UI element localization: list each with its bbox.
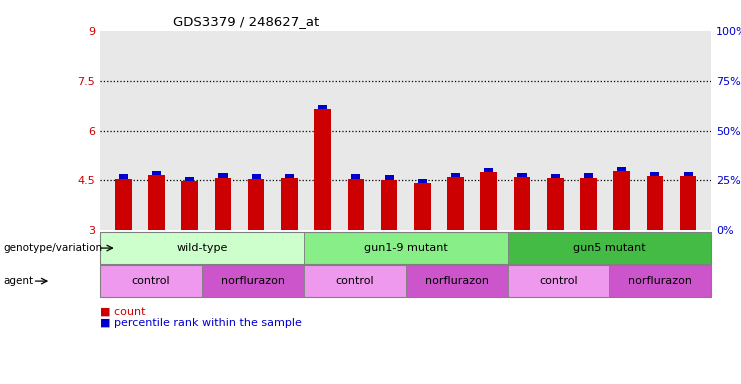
Text: agent: agent [4,276,34,286]
Bar [414,183,431,230]
Text: genotype/variation: genotype/variation [4,243,103,253]
Bar [679,177,697,230]
Bar [318,104,328,109]
Bar [584,174,593,178]
Bar [517,173,527,177]
Bar [219,174,227,178]
Bar [683,172,693,177]
Text: norflurazon: norflurazon [425,276,488,286]
Text: GDS3379 / 248627_at: GDS3379 / 248627_at [173,15,319,28]
Text: gun5 mutant: gun5 mutant [573,243,646,253]
Bar [252,174,261,179]
Text: norflurazon: norflurazon [221,276,285,286]
Bar [185,177,194,181]
Bar [514,177,531,230]
Text: norflurazon: norflurazon [628,276,692,286]
Bar [182,181,198,230]
Bar [348,179,364,230]
Bar [480,172,497,230]
Bar [351,174,360,179]
Bar [617,167,626,171]
Bar [580,178,597,230]
Bar [119,174,128,179]
Bar [651,172,659,177]
Text: control: control [132,276,170,286]
Bar [248,179,265,230]
Bar [418,179,427,183]
Bar [285,174,294,178]
Bar [451,173,460,177]
Bar [484,168,494,172]
Bar [152,171,161,175]
Text: control: control [336,276,374,286]
Bar [551,174,559,178]
Bar [647,177,663,230]
Bar [215,178,231,230]
Bar [614,171,630,230]
Text: gun1-9 mutant: gun1-9 mutant [364,243,448,253]
Bar [115,179,132,230]
Text: ■ count: ■ count [100,307,145,317]
Text: control: control [539,276,578,286]
Bar [547,178,563,230]
Text: ■ percentile rank within the sample: ■ percentile rank within the sample [100,318,302,328]
Bar [148,175,165,230]
Bar [381,180,397,230]
Bar [385,175,393,180]
Bar [281,178,298,230]
Text: wild-type: wild-type [176,243,227,253]
Bar [448,177,464,230]
Bar [314,109,331,230]
